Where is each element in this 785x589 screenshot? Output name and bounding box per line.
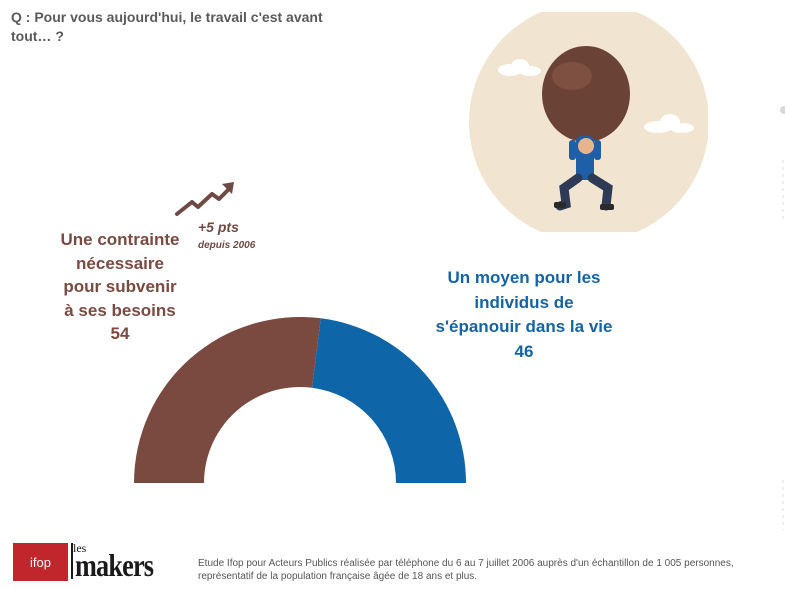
- trend-up-arrow-icon: [175, 182, 234, 216]
- cloud-right-icon: [644, 114, 694, 133]
- question-title: Q : Pour vous aujourd'hui, le travail c'…: [11, 9, 323, 44]
- ifop-logo: ifop: [13, 543, 68, 581]
- source-footnote: Etude Ifop pour Acteurs Publics réalisée…: [198, 558, 734, 582]
- logo-divider: [71, 543, 73, 579]
- edge-decoration: [780, 106, 785, 530]
- category-label-line: individus de: [474, 292, 574, 312]
- man-carrying-boulder-icon: [469, 12, 708, 232]
- category-label-line: pour subvenir: [63, 277, 177, 296]
- category-label-line: à ses besoins: [64, 300, 176, 320]
- logo-les-text: les: [73, 541, 87, 555]
- category-label-right: Un moyen pour les individus de s'épanoui…: [424, 266, 624, 364]
- category-label-line: s'épanouir dans la vie: [435, 317, 613, 336]
- category-label-line: Une contrainte: [60, 230, 180, 249]
- trend-value: +5 pts: [198, 219, 239, 235]
- data-label-value: 54: [110, 324, 130, 343]
- donut-segment-epanouissement: [312, 318, 466, 483]
- cloud-left-icon: [498, 59, 541, 76]
- donut-segment-contrainte: [134, 317, 321, 483]
- logo-makers-text: makers: [75, 547, 154, 583]
- half-donut-chart: [134, 317, 466, 483]
- category-label-line: Un moyen pour les: [447, 268, 601, 287]
- boulder: [542, 46, 630, 142]
- category-label-line: nécessaire: [76, 253, 164, 273]
- trend-since: depuis 2006: [198, 240, 256, 251]
- category-label-left: Une contrainte nécessaire pour subvenir …: [20, 228, 220, 346]
- les-makers-logo: les makers: [70, 541, 178, 587]
- data-label-value: 46: [514, 341, 534, 361]
